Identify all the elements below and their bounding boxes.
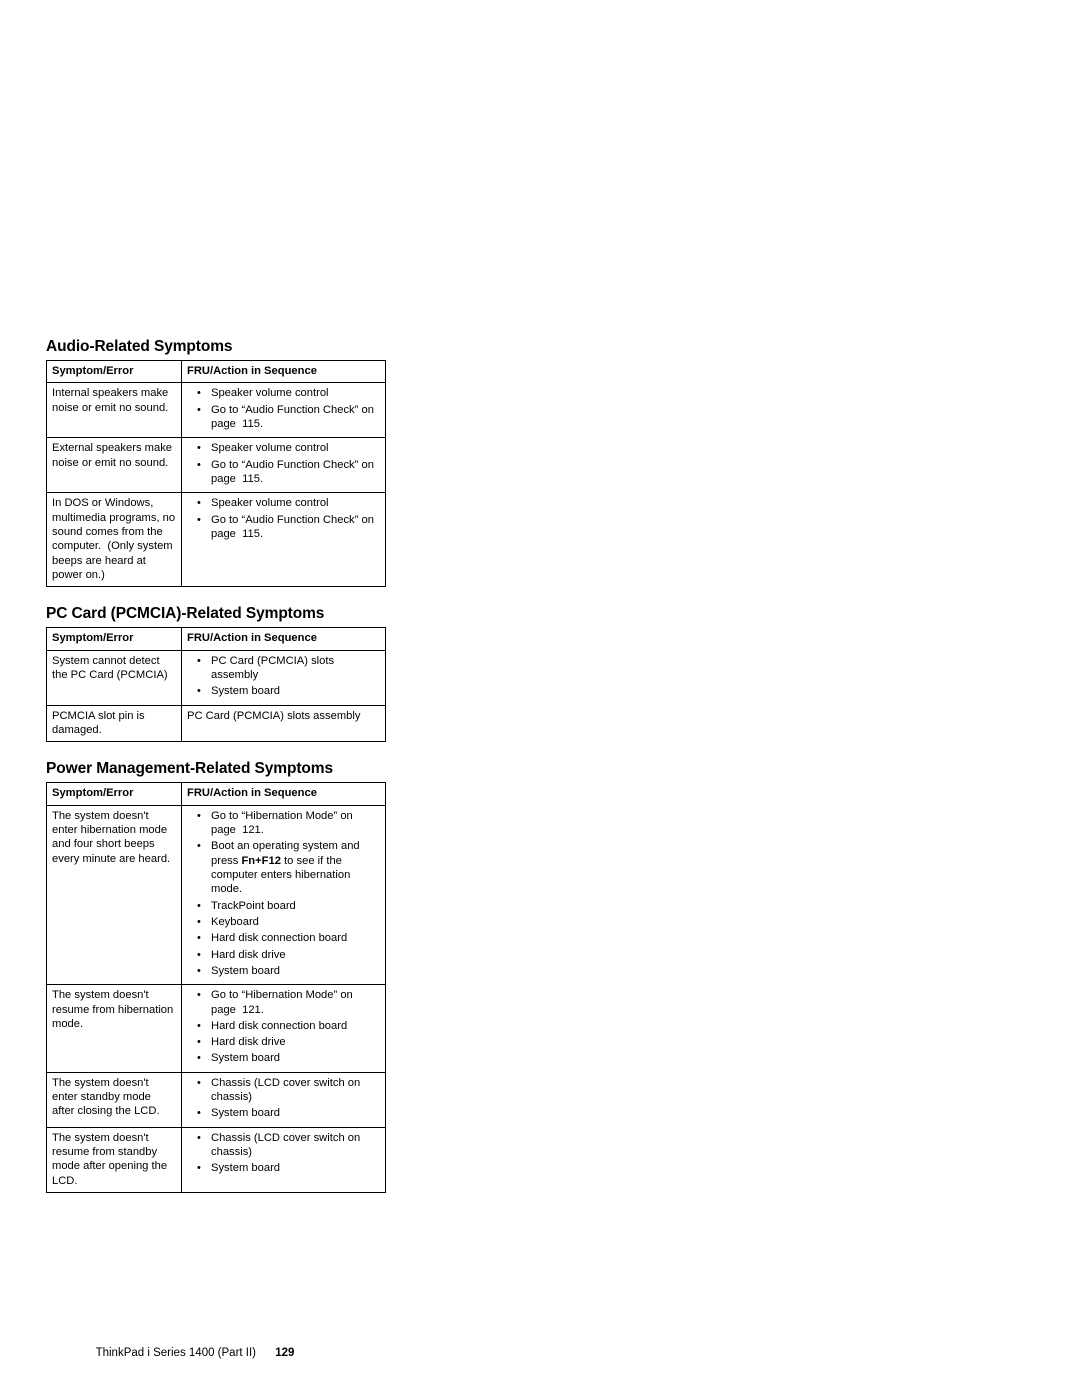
power-header-action: FRU/Action in Sequence xyxy=(182,783,386,805)
page-footer: ThinkPad i Series 1400 (Part II) 129 xyxy=(0,1347,390,1359)
pccard-header-action: FRU/Action in Sequence xyxy=(182,628,386,650)
table-row: The system doesn't resume from hibernati… xyxy=(47,985,386,1073)
power-table: Symptom/Error FRU/Action in Sequence The… xyxy=(46,782,386,1193)
action-item: Speaker volume control xyxy=(201,496,380,510)
pccard-header-symptom: Symptom/Error xyxy=(47,628,182,650)
action-item: Speaker volume control xyxy=(201,441,380,455)
action-cell: Speaker volume control Go to “Audio Func… xyxy=(182,493,386,587)
action-item: Hard disk connection board xyxy=(201,931,380,945)
symptom-cell: In DOS or Windows, multimedia programs, … xyxy=(47,493,182,587)
footer-page-number: 129 xyxy=(275,1347,294,1359)
section-title-power: Power Management-Related Symptoms xyxy=(46,760,386,778)
table-row: The system doesn't enter standby mode af… xyxy=(47,1072,386,1127)
footer-text: ThinkPad i Series 1400 (Part II) xyxy=(96,1347,256,1359)
table-row: In DOS or Windows, multimedia programs, … xyxy=(47,493,386,587)
symptom-cell: PCMCIA slot pin is damaged. xyxy=(47,705,182,742)
action-item: Go to “Hibernation Mode” on page 121. xyxy=(201,988,380,1017)
action-item: Hard disk drive xyxy=(201,1035,380,1049)
action-text-bold: Fn+F12 xyxy=(241,855,280,867)
table-row: System cannot detect the PC Card (PCMCIA… xyxy=(47,650,386,705)
action-item: System board xyxy=(201,1161,380,1175)
symptom-cell: External speakers make noise or emit no … xyxy=(47,438,182,493)
action-item: System board xyxy=(201,964,380,978)
action-cell: Chassis (LCD cover switch on chassis) Sy… xyxy=(182,1072,386,1127)
symptom-cell: The system doesn't enter hibernation mod… xyxy=(47,805,182,985)
action-item: System board xyxy=(201,1106,380,1120)
audio-table: Symptom/Error FRU/Action in Sequence Int… xyxy=(46,360,386,587)
symptom-cell: The system doesn't enter standby mode af… xyxy=(47,1072,182,1127)
action-item: Speaker volume control xyxy=(201,386,380,400)
action-item: Keyboard xyxy=(201,915,380,929)
action-item: Go to “Audio Function Check” on page 115… xyxy=(201,458,380,487)
action-item: System board xyxy=(201,1051,380,1065)
action-item: Go to “Audio Function Check” on page 115… xyxy=(201,513,380,542)
section-title-audio: Audio-Related Symptoms xyxy=(46,338,386,356)
action-cell: Go to “Hibernation Mode” on page 121. Ha… xyxy=(182,985,386,1073)
action-cell: Chassis (LCD cover switch on chassis) Sy… xyxy=(182,1127,386,1192)
symptom-cell: The system doesn't resume from standby m… xyxy=(47,1127,182,1192)
action-item: TrackPoint board xyxy=(201,899,380,913)
action-item: Hard disk connection board xyxy=(201,1019,380,1033)
symptom-cell: The system doesn't resume from hibernati… xyxy=(47,985,182,1073)
action-item: PC Card (PCMCIA) slots assembly xyxy=(201,654,380,683)
action-item: Go to “Audio Function Check” on page 115… xyxy=(201,403,380,432)
pccard-table: Symptom/Error FRU/Action in Sequence Sys… xyxy=(46,627,386,742)
action-cell: Go to “Hibernation Mode” on page 121. Bo… xyxy=(182,805,386,985)
table-row: The system doesn't resume from standby m… xyxy=(47,1127,386,1192)
section-title-pccard: PC Card (PCMCIA)-Related Symptoms xyxy=(46,605,386,623)
action-cell: Speaker volume control Go to “Audio Func… xyxy=(182,438,386,493)
power-header-symptom: Symptom/Error xyxy=(47,783,182,805)
action-cell: PC Card (PCMCIA) slots assembly System b… xyxy=(182,650,386,705)
table-row: The system doesn't enter hibernation mod… xyxy=(47,805,386,985)
action-item: Chassis (LCD cover switch on chassis) xyxy=(201,1076,380,1105)
audio-header-symptom: Symptom/Error xyxy=(47,361,182,383)
action-item: Go to “Hibernation Mode” on page 121. xyxy=(201,809,380,838)
action-item: Hard disk drive xyxy=(201,948,380,962)
audio-header-action: FRU/Action in Sequence xyxy=(182,361,386,383)
action-cell-plain: PC Card (PCMCIA) slots assembly xyxy=(182,705,386,742)
table-row: PCMCIA slot pin is damaged. PC Card (PCM… xyxy=(47,705,386,742)
action-cell: Speaker volume control Go to “Audio Func… xyxy=(182,383,386,438)
table-row: Internal speakers make noise or emit no … xyxy=(47,383,386,438)
table-row: External speakers make noise or emit no … xyxy=(47,438,386,493)
symptom-cell: Internal speakers make noise or emit no … xyxy=(47,383,182,438)
symptom-cell: System cannot detect the PC Card (PCMCIA… xyxy=(47,650,182,705)
action-item: Chassis (LCD cover switch on chassis) xyxy=(201,1131,380,1160)
action-item: Boot an operating system and press Fn+F1… xyxy=(201,839,380,896)
action-item: System board xyxy=(201,684,380,698)
